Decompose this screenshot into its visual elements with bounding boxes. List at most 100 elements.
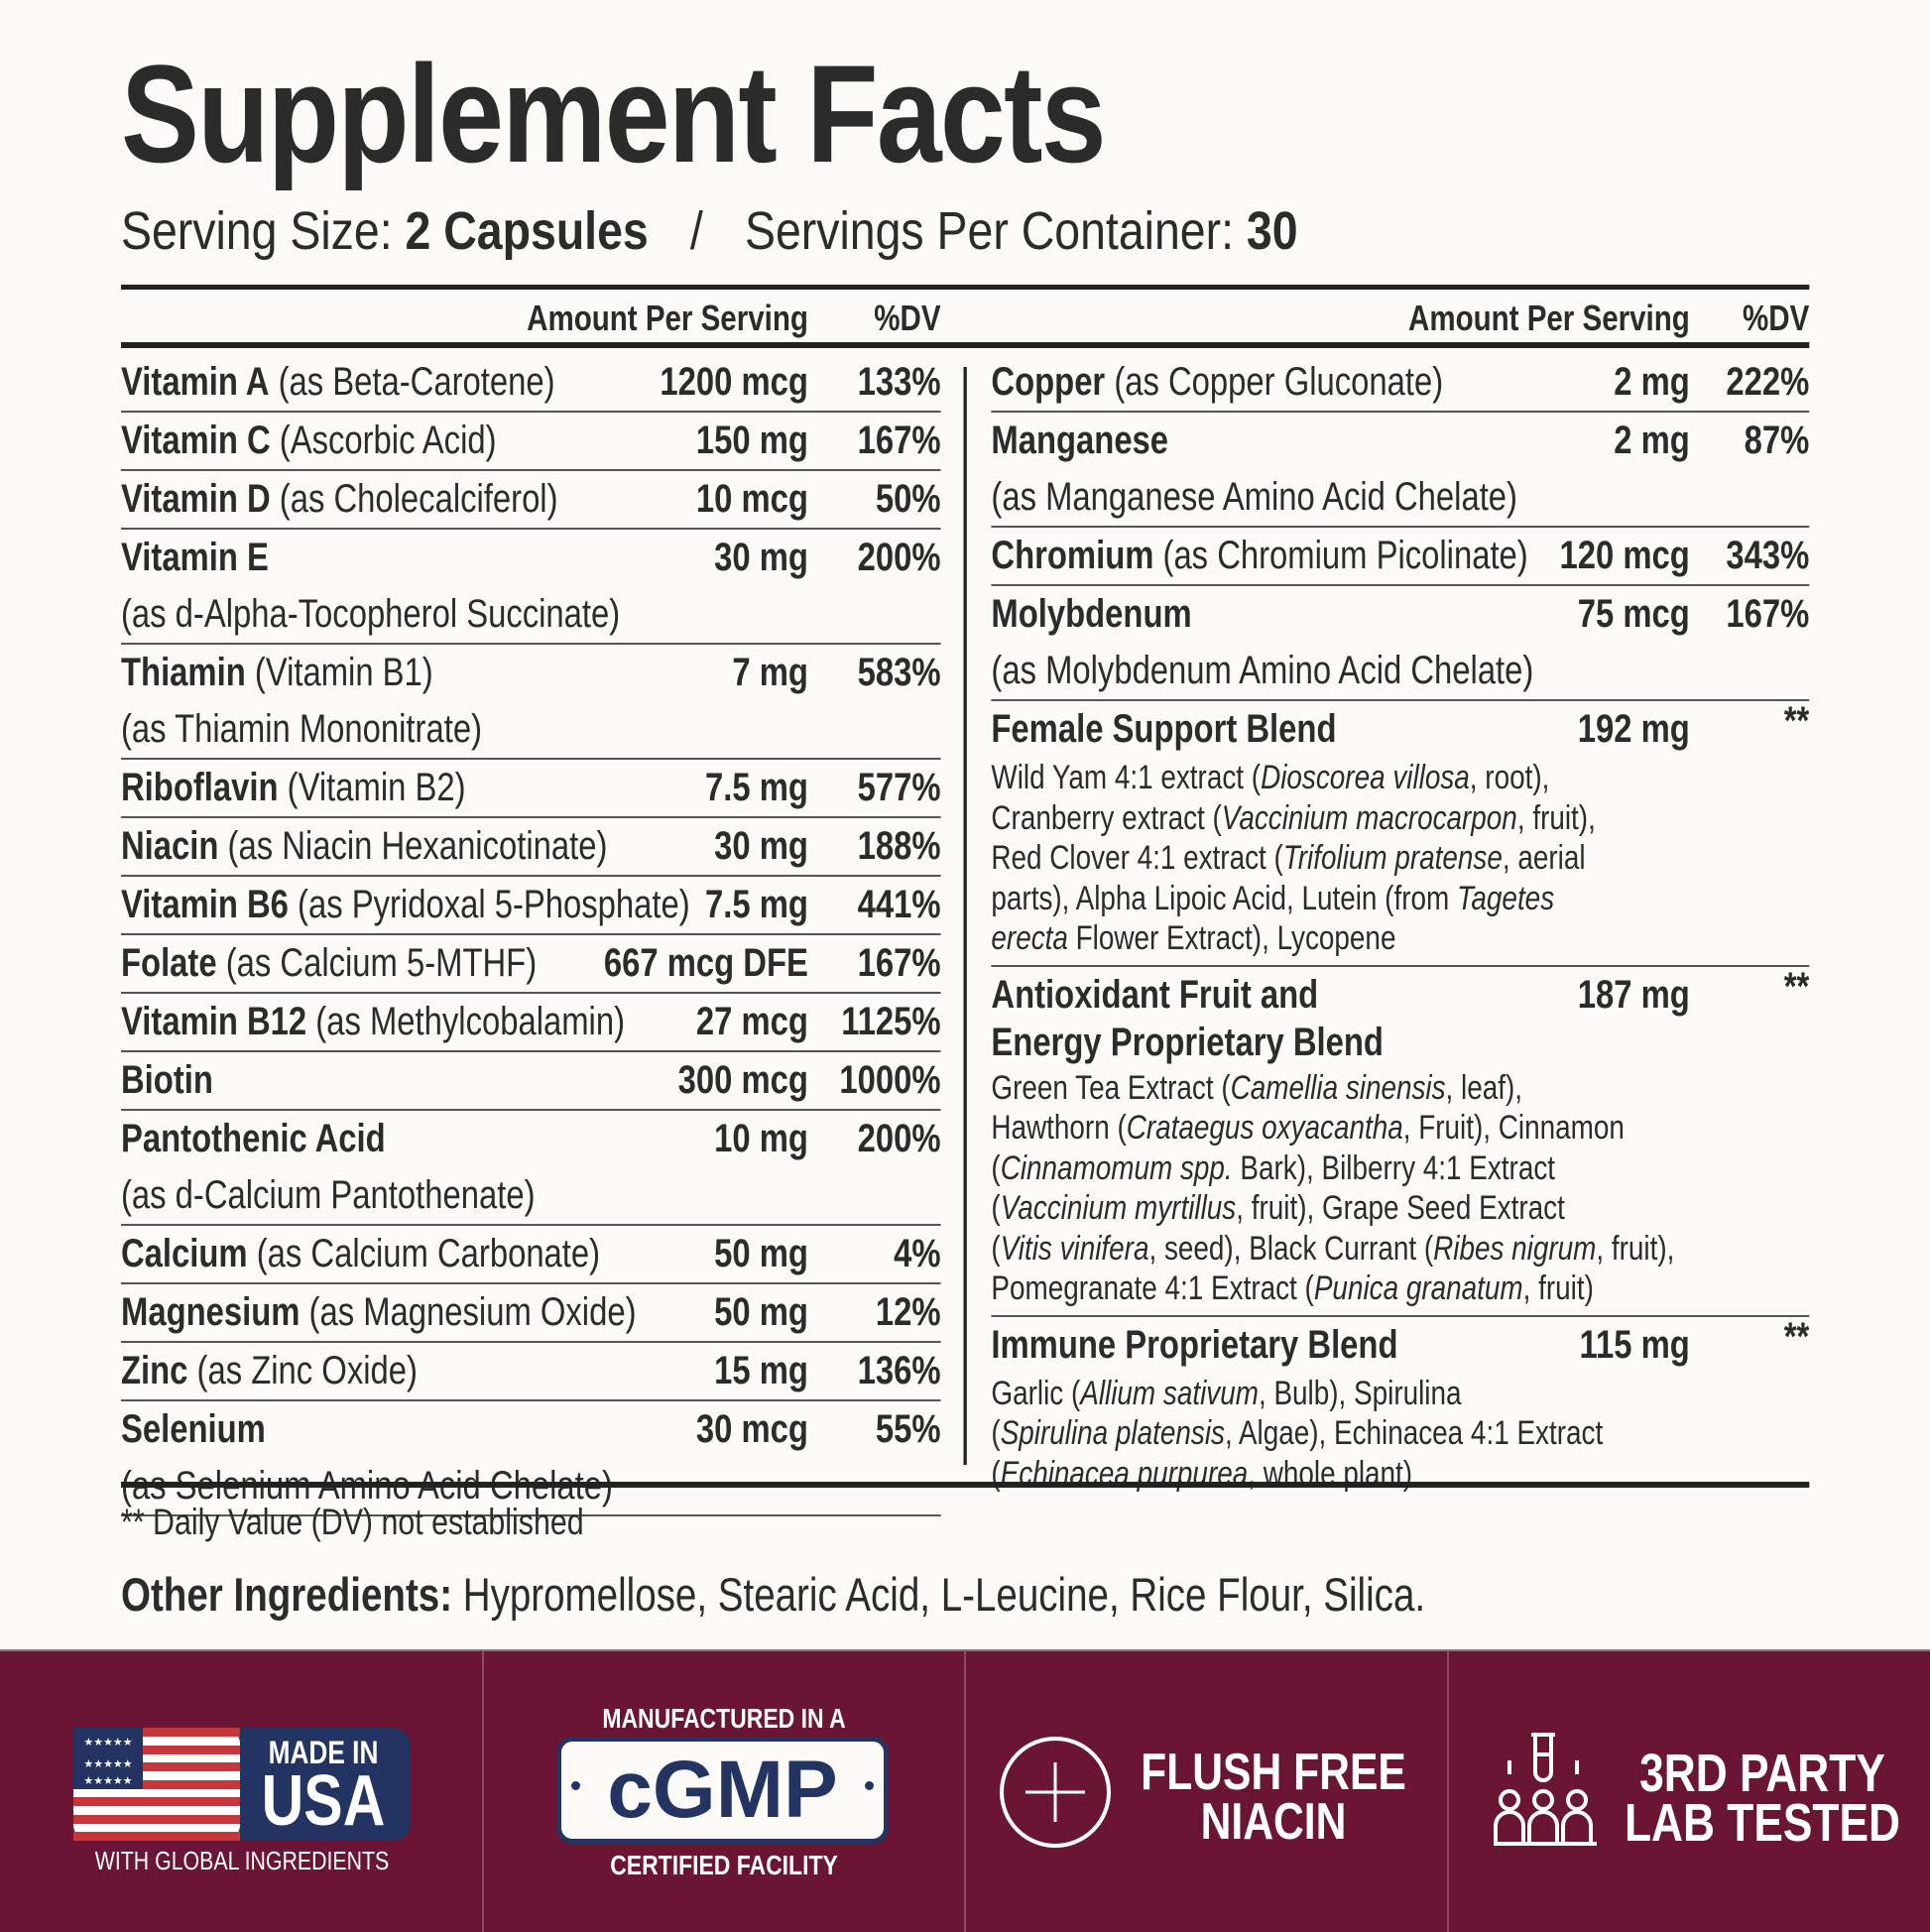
right-amount-header: Amount Per Serving (1408, 298, 1690, 338)
blend-name: Female Support Blend (991, 707, 1337, 751)
blend-amount: 192 mg (1577, 707, 1690, 751)
proprietary-blend: Immune Proprietary Blend 115 mg ** Garlic (… (991, 1317, 1809, 1501)
amount-value: 1200 mcg (660, 360, 808, 404)
botanical-name: erecta (991, 919, 1068, 957)
nutrient-form-row: (as Manganese Amino Acid Chelate) (991, 469, 1810, 528)
nutrient-form: (as Thiamin Mononitrate) (121, 707, 482, 751)
nutrient-name: Chromium (as Chromium Picolinate) (991, 528, 1527, 584)
botanical-name: Punica granatum (1313, 1269, 1523, 1307)
header-rule (121, 342, 1810, 348)
blend-ingredients-line: erecta Flower Extract), Lycopene (991, 918, 1809, 959)
column-divider (963, 367, 967, 1465)
third-party-label: 3RD PARTY (1639, 1744, 1885, 1803)
nutrient-row: Vitamin D (as Cholecalciferol) 10 mcg 50% (121, 471, 941, 530)
nutrient-form: (as Manganese Amino Acid Chelate) (991, 475, 1517, 519)
ingredient-text: Cranberry extract ( (991, 798, 1222, 837)
amount-value: 300 mcg (677, 1058, 808, 1102)
right-dv-header: %DV (1743, 298, 1810, 338)
blend-name: Antioxidant Fruit and (991, 972, 1319, 1017)
botanical-name: Vaccinium macrocarpon (1221, 798, 1517, 837)
footnote: ** Daily Value (DV) not established (121, 1502, 584, 1542)
other-ingredients-label: Other Ingredients: (121, 1568, 453, 1621)
nutrient-label: Niacin (121, 824, 219, 868)
page-title: Supplement Facts (121, 36, 1107, 191)
dot-icon (571, 1781, 580, 1790)
nutrient-row: Vitamin C (Ascorbic Acid) 150 mg 167% (121, 413, 941, 471)
amount-value: 30 mg (714, 536, 808, 579)
nutrient-form: (Ascorbic Acid) (279, 419, 497, 462)
nutrient-form: (as Calcium 5-MTHF) (225, 941, 538, 985)
nutrient-form-row: (as d-Calcium Pantothenate) (121, 1167, 941, 1226)
dv-value: 222% (1726, 360, 1810, 404)
ingredient-text: , leaf), (1445, 1068, 1523, 1107)
ingredient-text: ( (991, 1148, 1001, 1187)
dv-value: 167% (1726, 592, 1810, 636)
nutrient-form: (as Methylcobalamin) (315, 1000, 626, 1043)
blend-name: Energy Proprietary Blend (991, 1020, 1384, 1064)
nutrient-form: (as Pyridoxal 5-Phosphate) (298, 883, 690, 926)
dv-value: 200% (857, 1117, 941, 1160)
botanical-name: Vaccinium myrtillus (1000, 1189, 1237, 1227)
nutrient-label: Folate (121, 941, 217, 985)
blend-title-row: Female Support Blend 192 mg ** (991, 701, 1809, 758)
nutrient-name: Vitamin B12 (as Methylcobalamin) (121, 994, 625, 1050)
nutrient-form: (as Magnesium Oxide) (308, 1290, 637, 1334)
flush-free-label: FLUSH FREE (1141, 1744, 1406, 1801)
blend-ingredients-line: (Spirulina platensis, Algae), Echinacea … (991, 1413, 1809, 1454)
nutrient-label: Vitamin C (121, 419, 271, 462)
amount-value: 667 mcg DFE (603, 941, 808, 985)
right-column: Copper (as Copper Gluconate) 2 mg 222% Mang… (991, 354, 1810, 1501)
nutrient-row: Vitamin B12 (as Methylcobalamin) 27 mcg 11… (121, 994, 941, 1052)
nutrient-row: Riboflavin (Vitamin B2) 7.5 mg 577% (121, 760, 941, 818)
nutrient-name: Vitamin D (as Cholecalciferol) (121, 471, 558, 528)
blend-ingredients: Wild Yam 4:1 extract (Dioscorea villosa,… (991, 758, 1809, 965)
badge-divider (964, 1651, 966, 1932)
top-rule (121, 285, 1810, 290)
ingredient-text: Bark), Bilberry 4:1 Extract (1232, 1148, 1556, 1187)
amount-value: 7.5 mg (704, 766, 808, 809)
dv-value: 583% (857, 651, 941, 694)
dot-icon (865, 1781, 874, 1790)
ingredient-text: , seed), Black Currant ( (1148, 1229, 1434, 1268)
serving-size-label: Serving Size: (121, 201, 393, 261)
botanical-name: Dioscorea villosa (1261, 759, 1470, 796)
ingredient-text: , Bulb), Spirulina (1258, 1374, 1462, 1412)
blend-amount: 187 mg (1577, 972, 1690, 1017)
nutrient-form-row: (as Molybdenum Amino Acid Chelate) (991, 643, 1810, 701)
dv-value: 133% (857, 360, 941, 404)
made-in-label: MADE IN (268, 1735, 379, 1770)
ingredient-text: Wild Yam 4:1 extract ( (991, 759, 1262, 796)
lab-tested-label: LAB TESTED (1625, 1793, 1900, 1853)
nutrient-label: Biotin (121, 1058, 213, 1102)
ingredient-text: , Algae), Echinacea 4:1 Extract (1224, 1414, 1604, 1452)
servings-per-container-label: Servings Per Container: (744, 201, 1234, 261)
dv-value: 441% (857, 883, 941, 926)
blend-ingredients-line: (Cinnamomum spp. Bark), Bilberry 4:1 Ext… (991, 1148, 1809, 1189)
amount-value: 50 mg (714, 1290, 808, 1334)
amount-value: 7 mg (732, 651, 808, 694)
nutrient-label: Copper (991, 360, 1106, 404)
nutrient-name: Vitamin B6 (as Pyridoxal 5-Phosphate) (121, 877, 690, 933)
nutrient-row: Pantothenic Acid 10 mg 200% (121, 1111, 941, 1167)
nutrient-label: Zinc (121, 1349, 188, 1392)
nutrient-label: Magnesium (121, 1290, 301, 1334)
nutrient-label: Vitamin E (121, 536, 269, 579)
nutrient-row: Manganese 2 mg 87% (991, 413, 1809, 469)
nutrient-form-row: (as d-Alpha-Tocopherol Succinate) (121, 586, 941, 645)
nutrient-row: Magnesium (as Magnesium Oxide) 50 mg 12% (121, 1284, 941, 1343)
dv-value: 4% (894, 1232, 941, 1275)
nutrient-row: Vitamin A (as Beta-Carotene) 1200 mcg 133% (121, 354, 941, 413)
nutrient-name: Zinc (as Zinc Oxide) (121, 1343, 418, 1399)
nutrient-form: (Vitamin B2) (287, 766, 466, 809)
amount-value: 27 mcg (695, 1000, 808, 1043)
amount-value: 15 mg (714, 1349, 808, 1392)
nutrient-label: Manganese (991, 419, 1169, 462)
niacin-label: NIACIN (1200, 1793, 1347, 1851)
proprietary-blend: Female Support Blend 192 mg ** Wild Yam 4:1… (991, 701, 1810, 967)
ingredient-text: Hawthorn ( (991, 1109, 1127, 1147)
blend-ingredients-line: Wild Yam 4:1 extract (Dioscorea villosa,… (991, 758, 1809, 798)
ingredient-text: Green Tea Extract ( (991, 1068, 1231, 1107)
ingredient-text: parts), Alpha Lipoic Acid, Lutein (from (991, 879, 1457, 917)
certified-facility-label: CERTIFIED FACILITY (610, 1850, 838, 1880)
amount-value: 2 mg (1614, 360, 1690, 404)
